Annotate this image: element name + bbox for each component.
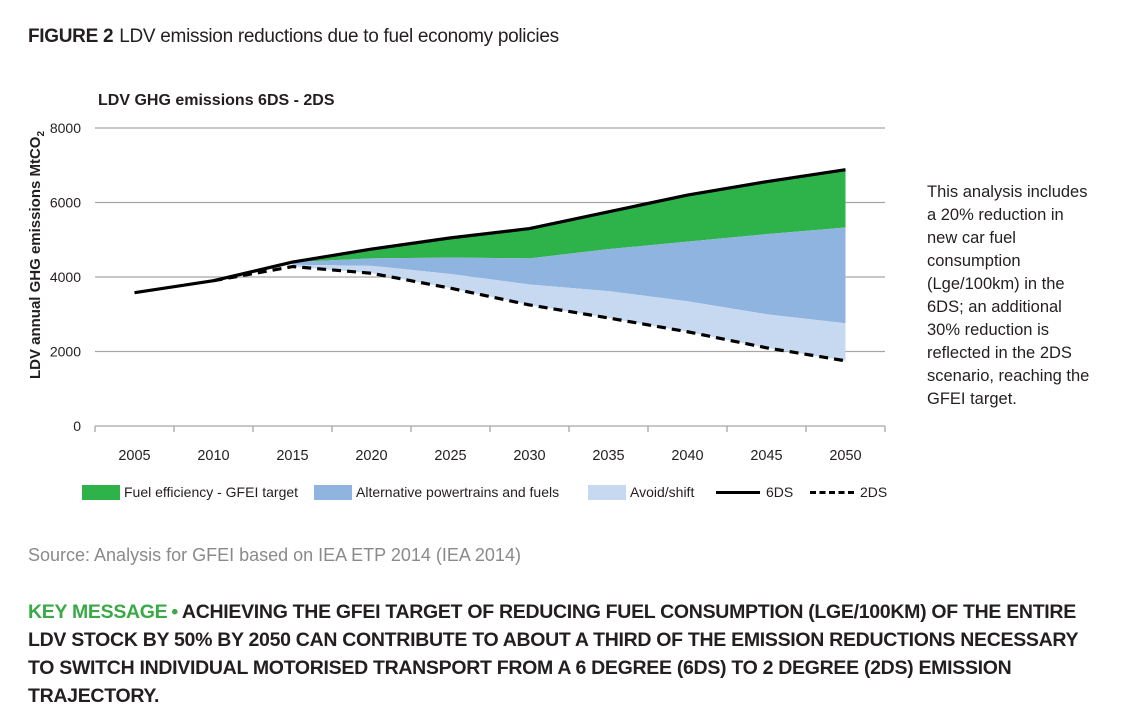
x-tick-label: 2005 — [118, 448, 150, 464]
legend-label-alternative: Alternative powertrains and fuels — [356, 484, 560, 500]
x-tick-label: 2030 — [513, 448, 545, 464]
legend-item-2ds: 2DS — [810, 484, 887, 500]
key-message-text: ACHIEVING THE GFEI TARGET OF REDUCING FU… — [28, 601, 1078, 707]
legend-swatch-avoid-shift — [588, 484, 626, 500]
legend-label-6ds: 6DS — [766, 484, 794, 500]
legend-item-fuel-efficiency: Fuel efficiency - GFEI target — [82, 484, 298, 500]
x-tick-label: 2045 — [750, 448, 782, 464]
series-lines — [134, 168, 846, 363]
key-message-bullet: • — [171, 601, 178, 623]
x-tick-label: 2020 — [355, 448, 387, 464]
legend-label-avoid-shift: Avoid/shift — [630, 484, 695, 500]
key-message: KEY MESSAGE • ACHIEVING THE GFEI TARGET OF… — [28, 598, 1108, 710]
legend-swatch-alternative — [314, 484, 352, 500]
area-alternative-powertrains — [292, 227, 846, 324]
x-tick-label: 2040 — [671, 448, 703, 464]
x-tick-label: 2050 — [829, 448, 861, 464]
legend-item-alternative: Alternative powertrains and fuels — [314, 484, 559, 500]
x-tick-label: 2025 — [434, 448, 466, 464]
legend-label-fuel-efficiency: Fuel efficiency - GFEI target — [124, 484, 299, 500]
legend-line-6ds — [716, 490, 760, 494]
chart-note: This analysis includes a 20% reduction i… — [927, 183, 1090, 408]
line-2ds — [213, 264, 846, 363]
legend-item-avoid-shift: Avoid/shift — [588, 484, 694, 500]
legend-swatch-fuel-efficiency — [82, 484, 120, 500]
legend-item-6ds: 6DS — [716, 484, 793, 500]
y-tick-label: 2000 — [50, 344, 81, 360]
y-tick-label: 8000 — [50, 120, 81, 136]
area-bands — [292, 169, 846, 361]
chart-title: LDV GHG emissions 6DS - 2DS — [98, 92, 335, 109]
line-6ds — [134, 168, 846, 295]
x-tick-labels: 2005 2010 2015 2020 2025 2030 2035 2040 2045 2050 — [118, 448, 861, 464]
figure-number: FIGURE 2 — [28, 26, 114, 47]
x-tick-label: 2015 — [276, 448, 308, 464]
key-message-lead: KEY MESSAGE — [28, 601, 168, 623]
figure-caption: LDV emission reductions due to fuel econ… — [119, 26, 559, 47]
figure-title: FIGURE 2 LDV emission reductions due to f… — [28, 26, 559, 48]
legend-label-2ds: 2DS — [860, 484, 888, 500]
y-tick-label: 6000 — [50, 195, 81, 211]
y-tick-label: 0 — [73, 418, 81, 434]
y-tick-label: 4000 — [50, 269, 81, 285]
x-tick-label: 2035 — [592, 448, 624, 464]
legend-line-2ds — [810, 490, 854, 494]
x-tick-label: 2010 — [197, 448, 229, 464]
y-tick-labels: 0 2000 4000 6000 8000 — [50, 120, 81, 434]
source-text: Source: Analysis for GFEI based on IEA E… — [28, 545, 521, 565]
